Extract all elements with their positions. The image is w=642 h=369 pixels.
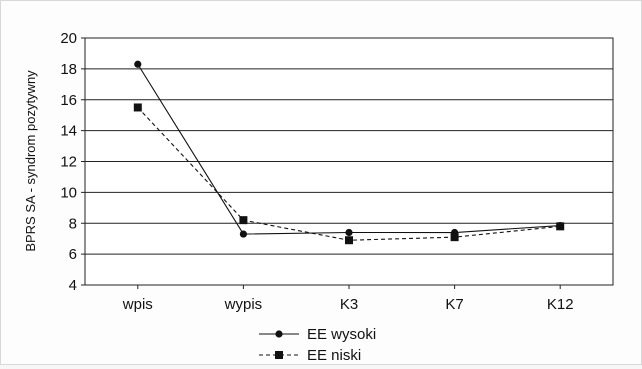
data-point: [450, 233, 459, 242]
y-tick-label: 4: [69, 277, 77, 294]
y-tick-label: 16: [60, 92, 77, 109]
legend-marker-0: [275, 330, 283, 338]
legend-label-0: EE wysoki: [307, 326, 376, 343]
data-point: [556, 222, 565, 231]
data-point: [345, 228, 353, 237]
data-point: [345, 236, 353, 245]
data-point: [239, 230, 247, 238]
y-tick-label: 18: [60, 61, 77, 78]
y-tick-label: 10: [60, 184, 77, 201]
x-tick-label: K3: [340, 296, 358, 313]
y-tick-label: 8: [69, 215, 77, 232]
y-tick-label: 12: [60, 154, 77, 171]
x-tick-label: K7: [445, 296, 463, 313]
x-tick-label: wypis: [224, 296, 263, 313]
x-tick-label: K12: [547, 296, 574, 313]
x-tick-label: wpis: [122, 296, 153, 313]
legend-label-1: EE niski: [307, 347, 361, 364]
legend: EE wysoki EE niski: [259, 326, 376, 364]
data-point: [133, 103, 142, 112]
y-tick-label: 20: [60, 30, 77, 47]
data-point: [134, 60, 142, 68]
legend-marker-1: [275, 351, 283, 359]
data-point: [239, 216, 248, 225]
y-tick-label: 6: [69, 246, 77, 263]
y-tick-label: 14: [60, 123, 77, 140]
y-axis-label: BPRS SA - syndrom pozytywny: [23, 70, 38, 252]
